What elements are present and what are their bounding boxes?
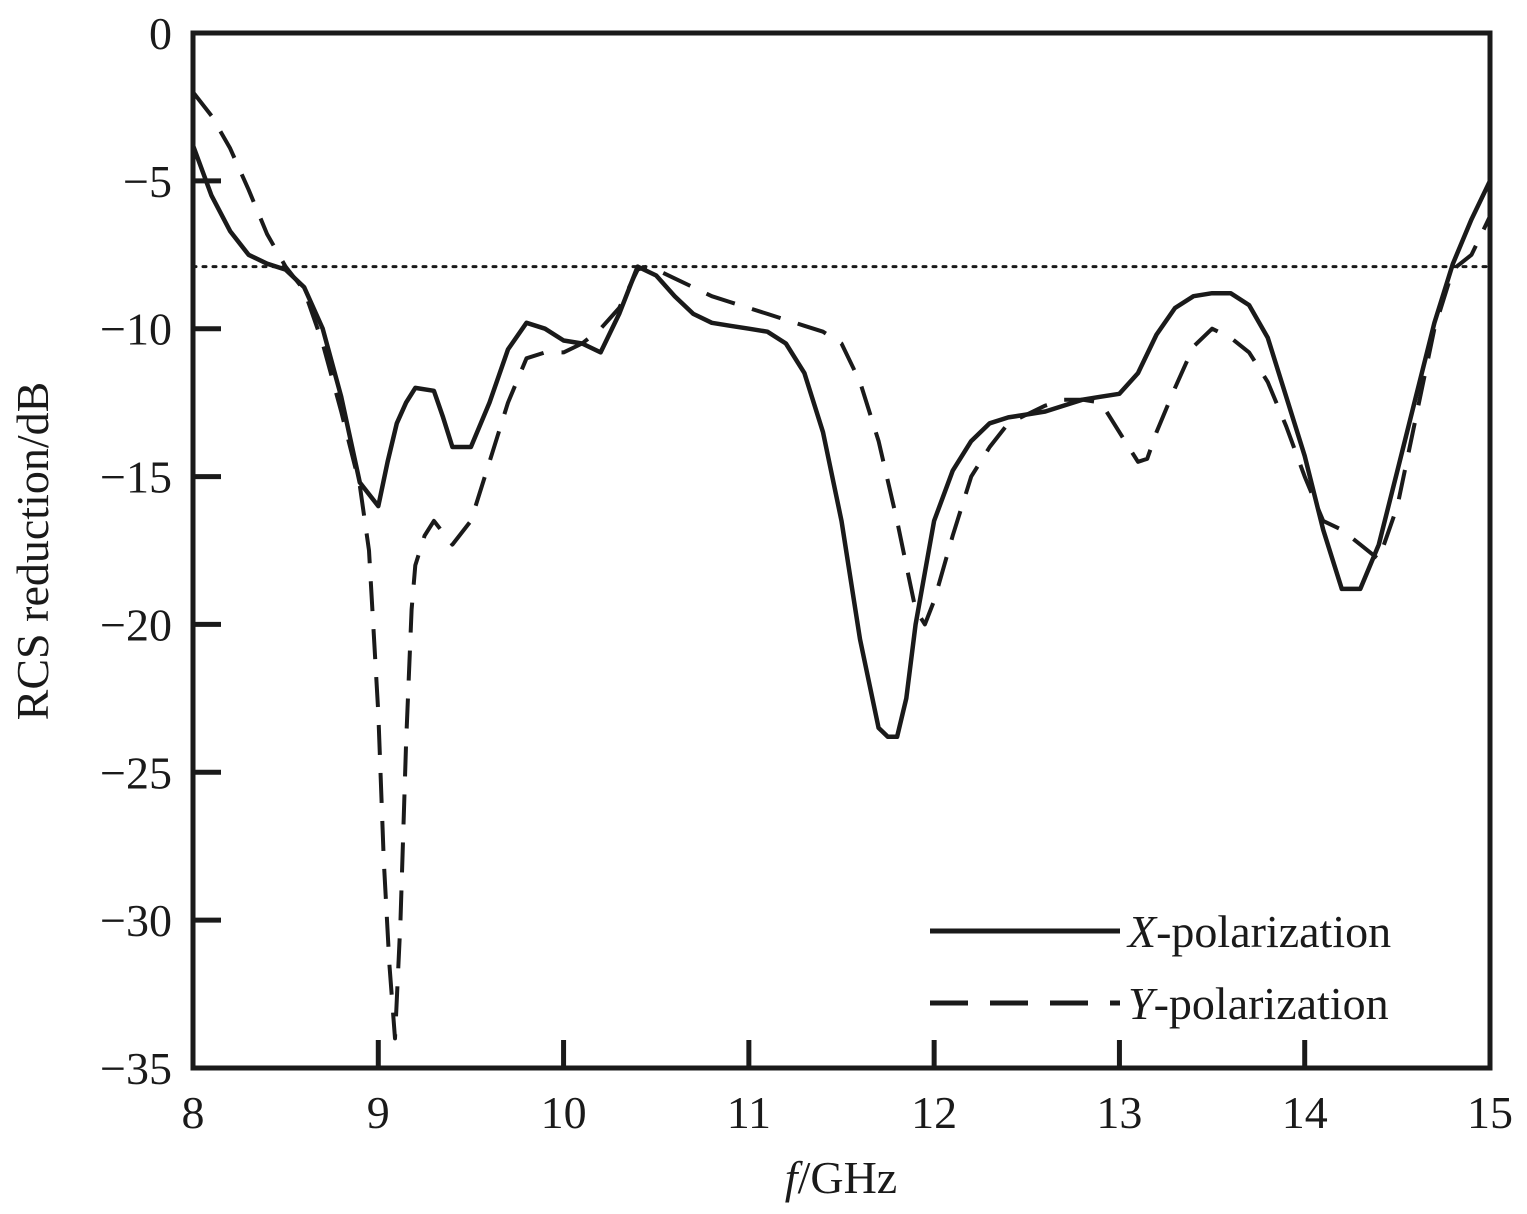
- legend: X-polarization Y-polarization: [930, 906, 1391, 1029]
- legend-label-y-polarization: Y-polarization: [1128, 978, 1389, 1029]
- y-tick-label--15: −15: [100, 452, 172, 503]
- x-tick-label-12: 12: [911, 1087, 957, 1138]
- y-tick-label--30: −30: [100, 895, 172, 946]
- x-axis-label-unit: /GHz: [798, 1152, 898, 1203]
- x-tick-label-10: 10: [541, 1087, 587, 1138]
- x-tick-label-11: 11: [727, 1087, 771, 1138]
- series-line-y-polarization: [191, 90, 1492, 1041]
- x-tick-label-15: 15: [1467, 1087, 1513, 1138]
- x-axis-label: f/GHz: [785, 1152, 897, 1203]
- y-tick-label--10: −10: [100, 304, 172, 355]
- x-tick-label-8: 8: [182, 1087, 205, 1138]
- legend-label-y-italic: Y: [1128, 978, 1158, 1029]
- series-layer: [190, 90, 1493, 1041]
- plot-area: [190, 30, 1493, 1071]
- ticks-layer: 8 9 10 11 12 13 14 15 0 −5 −10 −15 −20 −25 −30 −35: [100, 8, 1513, 1138]
- legend-label-x-polarization: X-polarization: [1126, 906, 1391, 957]
- y-tick-label--35: −35: [100, 1043, 172, 1094]
- x-tick-label-13: 13: [1096, 1087, 1142, 1138]
- y-tick-label--20: −20: [100, 599, 172, 650]
- legend-label-y-rest: -polarization: [1154, 978, 1389, 1029]
- legend-label-x-rest: -polarization: [1156, 906, 1391, 957]
- x-tick-label-9: 9: [367, 1087, 390, 1138]
- y-tick-label--5: −5: [123, 156, 172, 207]
- y-axis-label: RCS reduction/dB: [7, 382, 58, 721]
- plot-frame: [190, 30, 1493, 1071]
- legend-label-x-italic: X: [1126, 906, 1158, 957]
- series-line-x-polarization: [190, 144, 1493, 740]
- x-tick-label-14: 14: [1282, 1087, 1328, 1138]
- y-tick-label--25: −25: [100, 747, 172, 798]
- y-tick-label-0: 0: [149, 8, 172, 59]
